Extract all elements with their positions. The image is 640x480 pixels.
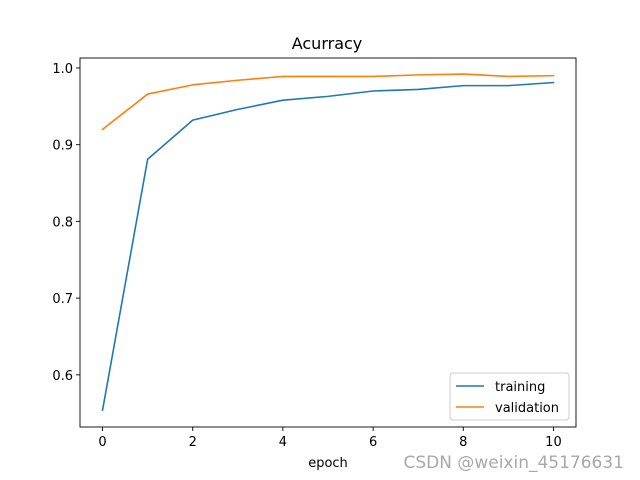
- legend: training validation: [449, 372, 570, 421]
- chart-title: Acurracy: [292, 34, 363, 53]
- x-tick-label-2: 2: [189, 435, 197, 450]
- x-axis-ticks: 0 2 4 6 8 10: [98, 427, 562, 450]
- y-tick-label-3: 0.9: [52, 139, 73, 154]
- y-tick-label-4: 1.0: [52, 62, 73, 77]
- series-line-training: [101, 81, 555, 412]
- y-axis-ticks: 0.6 0.7 0.8 0.9 1.0: [52, 62, 80, 384]
- legend-label-validation: validation: [495, 401, 559, 416]
- series-line-validation: [101, 73, 555, 131]
- legend-label-training: training: [495, 380, 545, 395]
- legend-box: [449, 372, 570, 421]
- watermark-text: CSDN @weixin_45176631: [403, 453, 624, 473]
- x-tick-label-6: 6: [369, 435, 377, 450]
- y-tick-label-1: 0.7: [52, 292, 73, 307]
- x-tick-label-0: 0: [98, 435, 106, 450]
- x-tick-label-4: 4: [279, 435, 287, 450]
- axes-frame: [79, 57, 577, 428]
- axes: [79, 57, 577, 428]
- x-axis-label: epoch: [308, 456, 348, 471]
- x-tick-label-8: 8: [459, 435, 467, 450]
- x-tick-label-10: 10: [545, 435, 562, 450]
- y-tick-label-2: 0.8: [52, 215, 73, 230]
- plot-area: [101, 73, 555, 412]
- y-tick-label-0: 0.6: [52, 369, 73, 384]
